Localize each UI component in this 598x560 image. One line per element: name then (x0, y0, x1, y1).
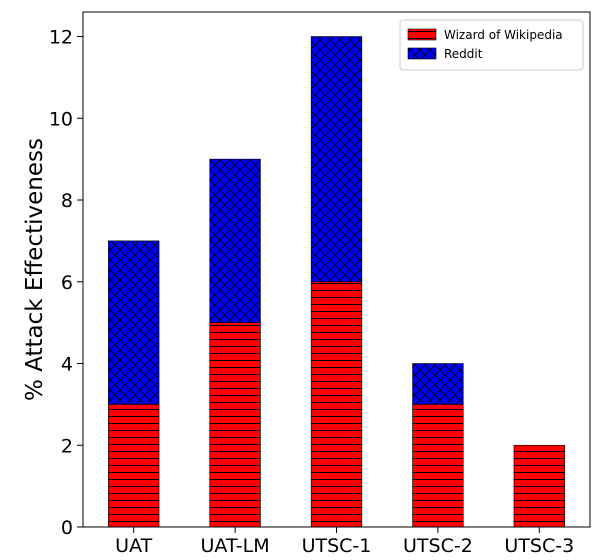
x-tick-label: UAT-LM (201, 535, 270, 557)
y-tick-label: 4 (61, 354, 73, 376)
y-tick-label: 12 (49, 27, 73, 49)
bar-utsc-2-wizard-of-wikipedia (412, 404, 464, 528)
legend: Wizard of Wikipedia Reddit (399, 19, 584, 71)
legend-entry-label: Reddit (444, 47, 483, 61)
bar-uat-lm-reddit (209, 158, 261, 323)
bar-utsc-2-reddit (412, 363, 464, 405)
x-tick-label: UAT (115, 535, 152, 557)
bar-uat-wizard-of-wikipedia (108, 404, 160, 528)
x-axis: UAT UAT-LM UTSC-1 UTSC-2 UTSC-3 (115, 527, 574, 557)
legend-swatch (407, 47, 437, 60)
bar-utsc-1-reddit (310, 36, 363, 283)
legend-frame (399, 19, 584, 71)
bar-uat-reddit (108, 240, 160, 405)
bar-utsc-3-wizard-of-wikipedia (513, 444, 565, 528)
bar-utsc-1-wizard-of-wikipedia (310, 281, 363, 528)
y-tick-label: 0 (61, 517, 73, 539)
y-tick-label: 10 (49, 108, 73, 130)
bars-group (108, 36, 565, 528)
legend-swatch (407, 28, 437, 41)
x-tick-label: UTSC-1 (302, 535, 372, 557)
x-tick-label: UTSC-2 (403, 535, 473, 557)
y-axis-label: % Attack Effectiveness (22, 138, 48, 401)
x-tick-label: UTSC-3 (504, 535, 574, 557)
y-axis: 0 2 4 6 8 10 12 (49, 27, 83, 539)
legend-entry-label: Wizard of Wikipedia (444, 28, 563, 42)
y-tick-label: 8 (61, 190, 73, 212)
y-tick-label: 2 (61, 435, 73, 457)
y-tick-label: 6 (61, 272, 73, 294)
bar-uat-lm-wizard-of-wikipedia (209, 322, 261, 528)
